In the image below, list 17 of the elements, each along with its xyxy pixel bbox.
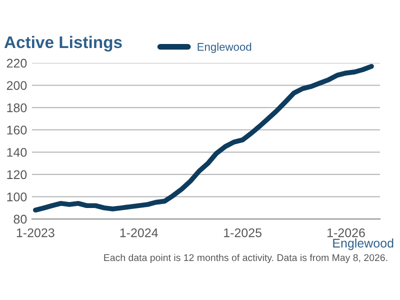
y-tick-label: 160	[7, 126, 27, 135]
y-tick-label: 140	[7, 148, 27, 157]
line-series	[32, 64, 374, 213]
legend-label: Englewood	[198, 42, 252, 53]
y-tick-label: 200	[6, 81, 27, 90]
text: Englewood	[333, 238, 394, 250]
y-tick-label: 100	[7, 192, 27, 202]
chart-title: Active Listings	[4, 36, 122, 52]
y-tick-label: 180	[7, 103, 27, 112]
text: Each data point is 12 months of activity. Data is from May 8, 2026.	[104, 254, 388, 264]
x-tick-label: 1-2023	[16, 228, 54, 238]
y-tick-label: 80	[14, 214, 27, 224]
x-tick-label: 1-2025	[224, 228, 262, 238]
y-tick-label: 120	[7, 170, 27, 180]
x-tick-label: 1-2024	[120, 228, 158, 238]
y-tick-label: 220	[6, 58, 27, 68]
x-tick-label: 1-2026	[327, 228, 365, 238]
